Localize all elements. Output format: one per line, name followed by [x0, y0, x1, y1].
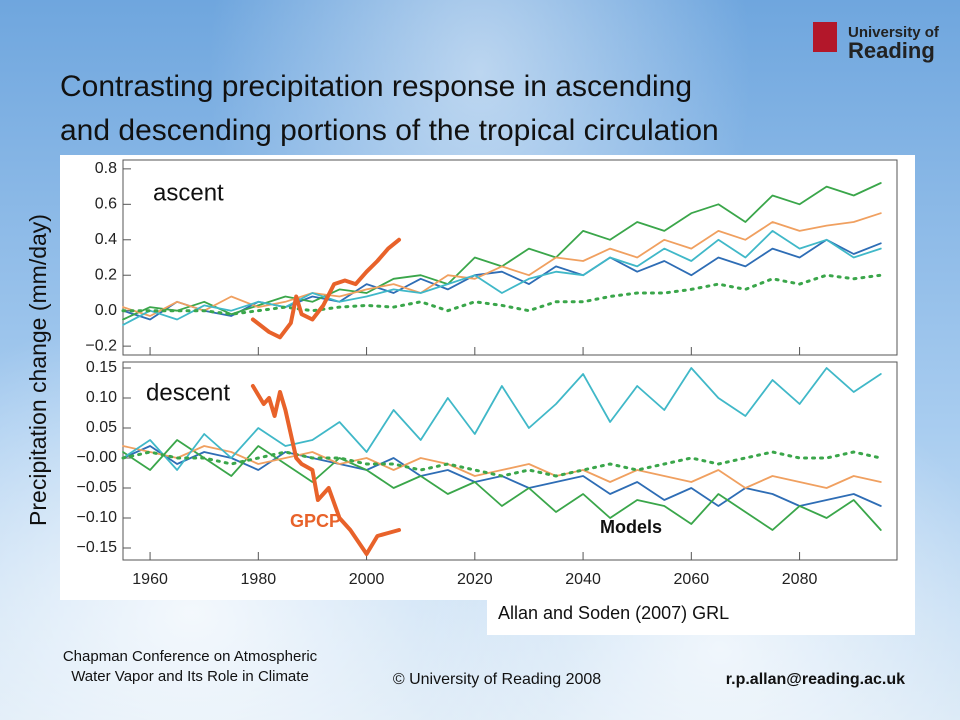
line-series — [250, 237, 401, 340]
x-tick-label: 2020 — [457, 571, 493, 588]
panel-label: ascent — [153, 179, 224, 206]
logo-text: University of — [848, 24, 940, 41]
line-series — [122, 230, 882, 326]
y-tick-label: −0.00 — [77, 449, 118, 466]
line-series — [121, 273, 883, 316]
y-tick-label: 0.8 — [95, 160, 117, 177]
line-series — [122, 238, 882, 321]
title: Contrasting precipitation response in as… — [60, 70, 692, 103]
y-tick-label: 0.15 — [86, 359, 117, 376]
line-series — [121, 450, 883, 478]
x-tick-label: 1960 — [132, 571, 168, 588]
footer-text: Water Vapor and Its Role in Climate — [71, 668, 309, 685]
x-tick-label: 2040 — [565, 571, 601, 588]
line-series — [122, 439, 882, 531]
logo-crest — [813, 22, 837, 52]
y-tick-label: 0.10 — [86, 389, 117, 406]
line-series — [250, 384, 401, 556]
line-series — [122, 212, 882, 317]
title: and descending portions of the tropical … — [60, 114, 719, 147]
x-tick-label: 2080 — [782, 571, 818, 588]
citation: Allan and Soden (2007) GRL — [498, 603, 729, 623]
y-tick-label: 0.05 — [86, 419, 117, 436]
y-tick-label: −0.10 — [77, 509, 118, 526]
x-tick-label: 2060 — [674, 571, 710, 588]
footer-text: Chapman Conference on Atmospheric — [63, 648, 318, 665]
citation-box — [487, 595, 915, 635]
plot-frame — [122, 361, 898, 561]
y-tick-label: −0.15 — [77, 539, 118, 556]
y-tick-label: 0.0 — [95, 302, 117, 319]
footer-text: © University of Reading 2008 — [393, 671, 601, 688]
footer-email: r.p.allan@reading.ac.uk — [726, 671, 905, 688]
annotation: Models — [600, 517, 662, 537]
y-tick-label: 0.6 — [95, 196, 117, 213]
annotation: GPCP — [290, 511, 341, 531]
logo-text: Reading — [848, 38, 935, 63]
chart-panel — [60, 155, 915, 600]
y-tick-label: 0.4 — [95, 231, 117, 248]
line-series — [122, 367, 882, 471]
panel-label: descent — [146, 379, 230, 406]
y-tick-label: −0.2 — [85, 337, 117, 354]
y-axis-label: Precipitation change (mm/day) — [25, 214, 51, 526]
x-tick-label: 1980 — [241, 571, 277, 588]
y-tick-label: −0.05 — [77, 479, 118, 496]
y-tick-label: 0.2 — [95, 266, 117, 283]
x-tick-label: 2000 — [349, 571, 385, 588]
plot-frame — [122, 159, 898, 356]
